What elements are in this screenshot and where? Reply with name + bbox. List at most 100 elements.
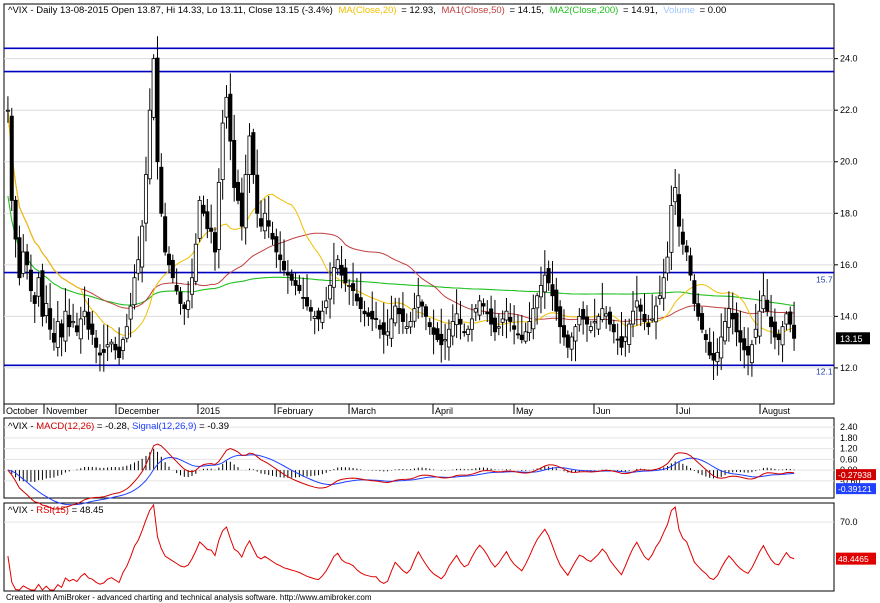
candle-down xyxy=(170,259,175,279)
candle-down xyxy=(646,322,651,328)
candle-up xyxy=(634,300,639,308)
candle-down xyxy=(343,267,348,284)
candle-up xyxy=(588,326,593,331)
candle-down xyxy=(236,182,241,201)
candle-down xyxy=(228,93,233,142)
candle-down xyxy=(680,231,685,245)
candle-up xyxy=(723,321,728,342)
candle-up xyxy=(749,344,754,364)
candle-down xyxy=(274,236,279,253)
macd-layer: -0.600.000.601.201.802.40-0.27938-0.3912… xyxy=(4,422,876,510)
price-tick-label: 24.0 xyxy=(840,54,858,64)
candle-down xyxy=(642,313,647,322)
candle-down xyxy=(765,299,770,312)
candle-down xyxy=(400,308,405,322)
candle-up xyxy=(408,321,413,328)
candle-up xyxy=(186,300,191,310)
candle-down xyxy=(90,323,95,335)
candle-down xyxy=(255,174,260,214)
candle-up xyxy=(347,285,352,287)
price-pane[interactable] xyxy=(3,3,835,405)
candle-up xyxy=(224,96,229,118)
candle-down xyxy=(792,324,797,339)
candle-up xyxy=(124,326,129,339)
candle-up xyxy=(243,174,248,229)
candle-up xyxy=(780,326,785,346)
candle-down xyxy=(508,316,513,322)
candle-down xyxy=(688,255,693,276)
candle-up xyxy=(71,321,76,324)
candle-up xyxy=(627,323,632,345)
support-resistance-lines[interactable]: 15.7 12.1 xyxy=(4,47,834,376)
date-label: April xyxy=(435,406,453,416)
price-tick-label: 14.0 xyxy=(840,311,858,321)
candle-down xyxy=(638,304,643,312)
candle-up xyxy=(331,267,336,288)
candle-up xyxy=(63,310,68,342)
candle-up xyxy=(393,305,398,324)
candle-up xyxy=(5,109,10,112)
candle-up xyxy=(262,212,267,232)
candle-up xyxy=(477,300,482,316)
candle-down xyxy=(711,353,716,361)
rsi-title: ^VIX - RSI(15) = 48.45 xyxy=(8,505,104,516)
price-axis: 12.0 14.0 16.0 18.0 20.0 22.0 24.0 13.15 xyxy=(834,54,870,373)
candle-up xyxy=(412,308,417,322)
candle-down xyxy=(297,284,302,292)
candle-up xyxy=(650,318,655,321)
price-tick-label: 18.0 xyxy=(840,208,858,218)
candle-down xyxy=(305,297,310,307)
candle-up xyxy=(665,256,670,274)
candle-up xyxy=(320,310,325,323)
candle-up xyxy=(496,326,501,329)
candle-down xyxy=(584,316,589,325)
candle-down xyxy=(48,308,53,330)
candle-down xyxy=(608,311,613,325)
candle-up xyxy=(312,315,317,319)
candle-down xyxy=(684,245,689,253)
candle-up xyxy=(473,308,478,313)
candle-down xyxy=(289,273,294,281)
candle-down xyxy=(354,293,359,302)
candle-down xyxy=(366,312,371,317)
candle-down xyxy=(615,338,620,341)
price-tick-label: 20.0 xyxy=(840,157,858,167)
candle-down xyxy=(86,311,91,330)
candle-down xyxy=(101,349,106,353)
candle-down xyxy=(25,251,30,266)
candle-down xyxy=(423,306,428,317)
price-gridlines xyxy=(4,58,834,369)
candle-down xyxy=(358,297,363,310)
hline-label: 12.1 xyxy=(816,366,833,376)
macd-value-label: -0.27938 xyxy=(838,470,872,480)
candle-down xyxy=(397,307,402,315)
candle-up xyxy=(21,251,26,274)
candle-down xyxy=(308,307,313,312)
candle-down xyxy=(730,312,735,320)
candle-up xyxy=(120,339,125,351)
candle-up xyxy=(757,310,762,337)
date-label: October xyxy=(6,406,38,416)
candle-down xyxy=(178,291,183,304)
rsi-value-label: 48.4465 xyxy=(838,554,869,564)
rsi-pane[interactable] xyxy=(3,502,835,592)
candle-up xyxy=(140,225,145,268)
candle-down xyxy=(458,318,463,325)
candle-down xyxy=(266,220,271,227)
candle-down xyxy=(251,132,256,176)
candle-down xyxy=(742,338,747,351)
candle-up xyxy=(753,328,758,338)
candle-up xyxy=(220,122,225,181)
candle-down xyxy=(581,309,586,320)
candle-down xyxy=(427,322,432,328)
candle-down xyxy=(213,232,218,253)
candle-down xyxy=(776,333,781,340)
candle-up xyxy=(761,295,766,310)
candle-up xyxy=(55,321,60,348)
candle-down xyxy=(67,314,72,328)
candle-up xyxy=(128,305,133,320)
candle-up xyxy=(44,303,49,316)
candle-down xyxy=(285,271,290,276)
candle-down xyxy=(94,337,99,348)
